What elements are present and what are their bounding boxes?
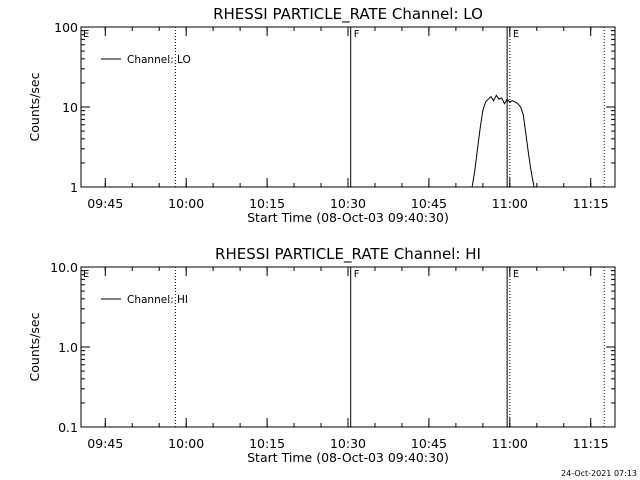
event-marker-label: E [513,269,519,280]
x-tick-label: 11:15 [573,196,609,211]
plot-frame [80,266,616,428]
event-marker-label: E [513,29,519,40]
y-tick-label: 10.0 [50,260,78,275]
x-tick-label: 10:45 [411,436,447,451]
corner-label: E [83,29,89,40]
y-tick-label: 0.1 [58,420,78,435]
x-tick-label: 10:30 [330,436,366,451]
x-axis-label: Start Time (08-Oct-03 09:40:30) [247,450,449,465]
data-series-line [471,94,535,188]
x-tick-label: 11:15 [573,436,609,451]
x-tick-label: 09:45 [87,196,123,211]
x-tick-label: 09:45 [87,436,123,451]
event-marker-label: F [354,29,360,40]
y-tick-label: 100 [54,20,78,35]
legend-label: Channel: LO [127,54,191,66]
x-tick-label: 11:00 [492,436,528,451]
y-tick-label: 1.0 [58,340,78,355]
plot-frame [80,26,616,188]
chart-title: RHESSI PARTICLE_RATE Channel: LO [213,5,483,24]
x-tick-label: 10:00 [168,436,204,451]
x-tick-label: 10:15 [249,196,285,211]
x-tick-label: 10:30 [330,196,366,211]
x-tick-label: 10:15 [249,436,285,451]
x-axis-label: Start Time (08-Oct-03 09:40:30) [247,210,449,225]
chart-title: RHESSI PARTICLE_RATE Channel: HI [215,245,481,264]
y-axis-label: Counts/sec [27,312,42,381]
x-tick-label: 10:00 [168,196,204,211]
y-axis-label: Counts/sec [27,72,42,141]
timestamp: 24-Oct-2021 07:13 [561,469,637,478]
x-tick-label: 10:45 [411,196,447,211]
y-tick-label: 1 [70,180,78,195]
y-tick-label: 10 [62,100,78,115]
corner-label: E [83,269,89,280]
legend-label: Channel: HI [127,294,188,306]
x-tick-label: 11:00 [492,196,528,211]
event-marker-label: F [354,269,360,280]
